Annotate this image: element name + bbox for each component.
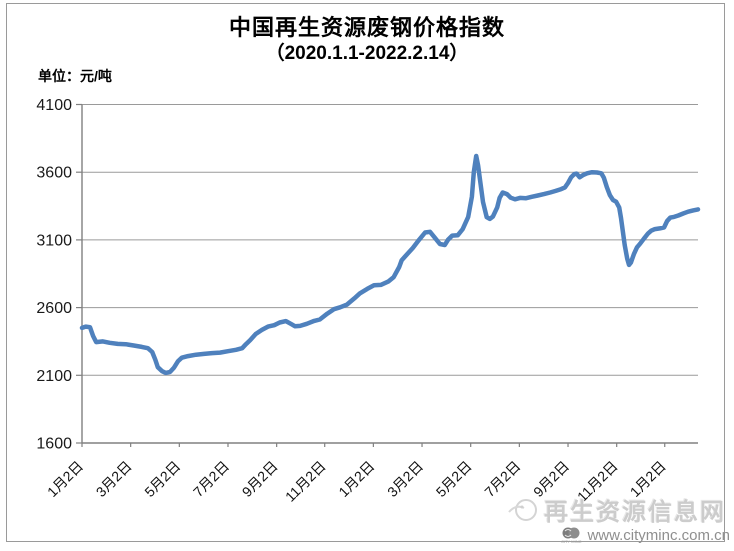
unit-label: 单位：元/吨 xyxy=(38,68,112,84)
x-axis-label: 5月2日 xyxy=(141,458,183,500)
chart-date-range: （2020.1.1-2022.2.14） xyxy=(265,42,469,64)
y-axis-label: 3600 xyxy=(36,165,72,182)
x-axis-label: 9月2日 xyxy=(239,458,281,500)
y-axis-label: 4100 xyxy=(36,97,72,114)
x-axis-label: 3月2日 xyxy=(384,458,426,500)
x-axis-label: 1月2日 xyxy=(44,458,86,500)
chart-title: 中国再生资源废钢价格指数 xyxy=(228,15,505,40)
y-axis-label: 3100 xyxy=(36,232,72,249)
x-axis-label: 1月2日 xyxy=(335,458,377,500)
y-axis-label: 2600 xyxy=(36,300,72,317)
x-axis-label: 5月2日 xyxy=(433,458,475,500)
x-axis-label: 3月2日 xyxy=(93,458,135,500)
watermark-url-row: CITY MINC www.cityminc.com.cn xyxy=(561,527,730,544)
y-axis-label: 1600 xyxy=(36,436,72,453)
cityminc-logo-caption: CITY MINC xyxy=(561,539,582,544)
x-axis-label: 11月2日 xyxy=(282,458,329,505)
cityminc-logo-icon: CITY MINC xyxy=(561,527,581,544)
x-axis-label: 7月2日 xyxy=(190,458,232,500)
site-logo-icon xyxy=(508,498,537,521)
chart-title-block: 中国再生资源废钢价格指数 （2020.1.1-2022.2.14） xyxy=(0,14,734,66)
price-index-series-line xyxy=(79,153,701,376)
watermark-url: www.cityminc.com.cn xyxy=(587,527,730,544)
watermark-row: 再生资源信息网 xyxy=(506,492,726,527)
watermark-site-name: 再生资源信息网 xyxy=(544,499,726,526)
y-axis-label: 2100 xyxy=(36,368,72,385)
